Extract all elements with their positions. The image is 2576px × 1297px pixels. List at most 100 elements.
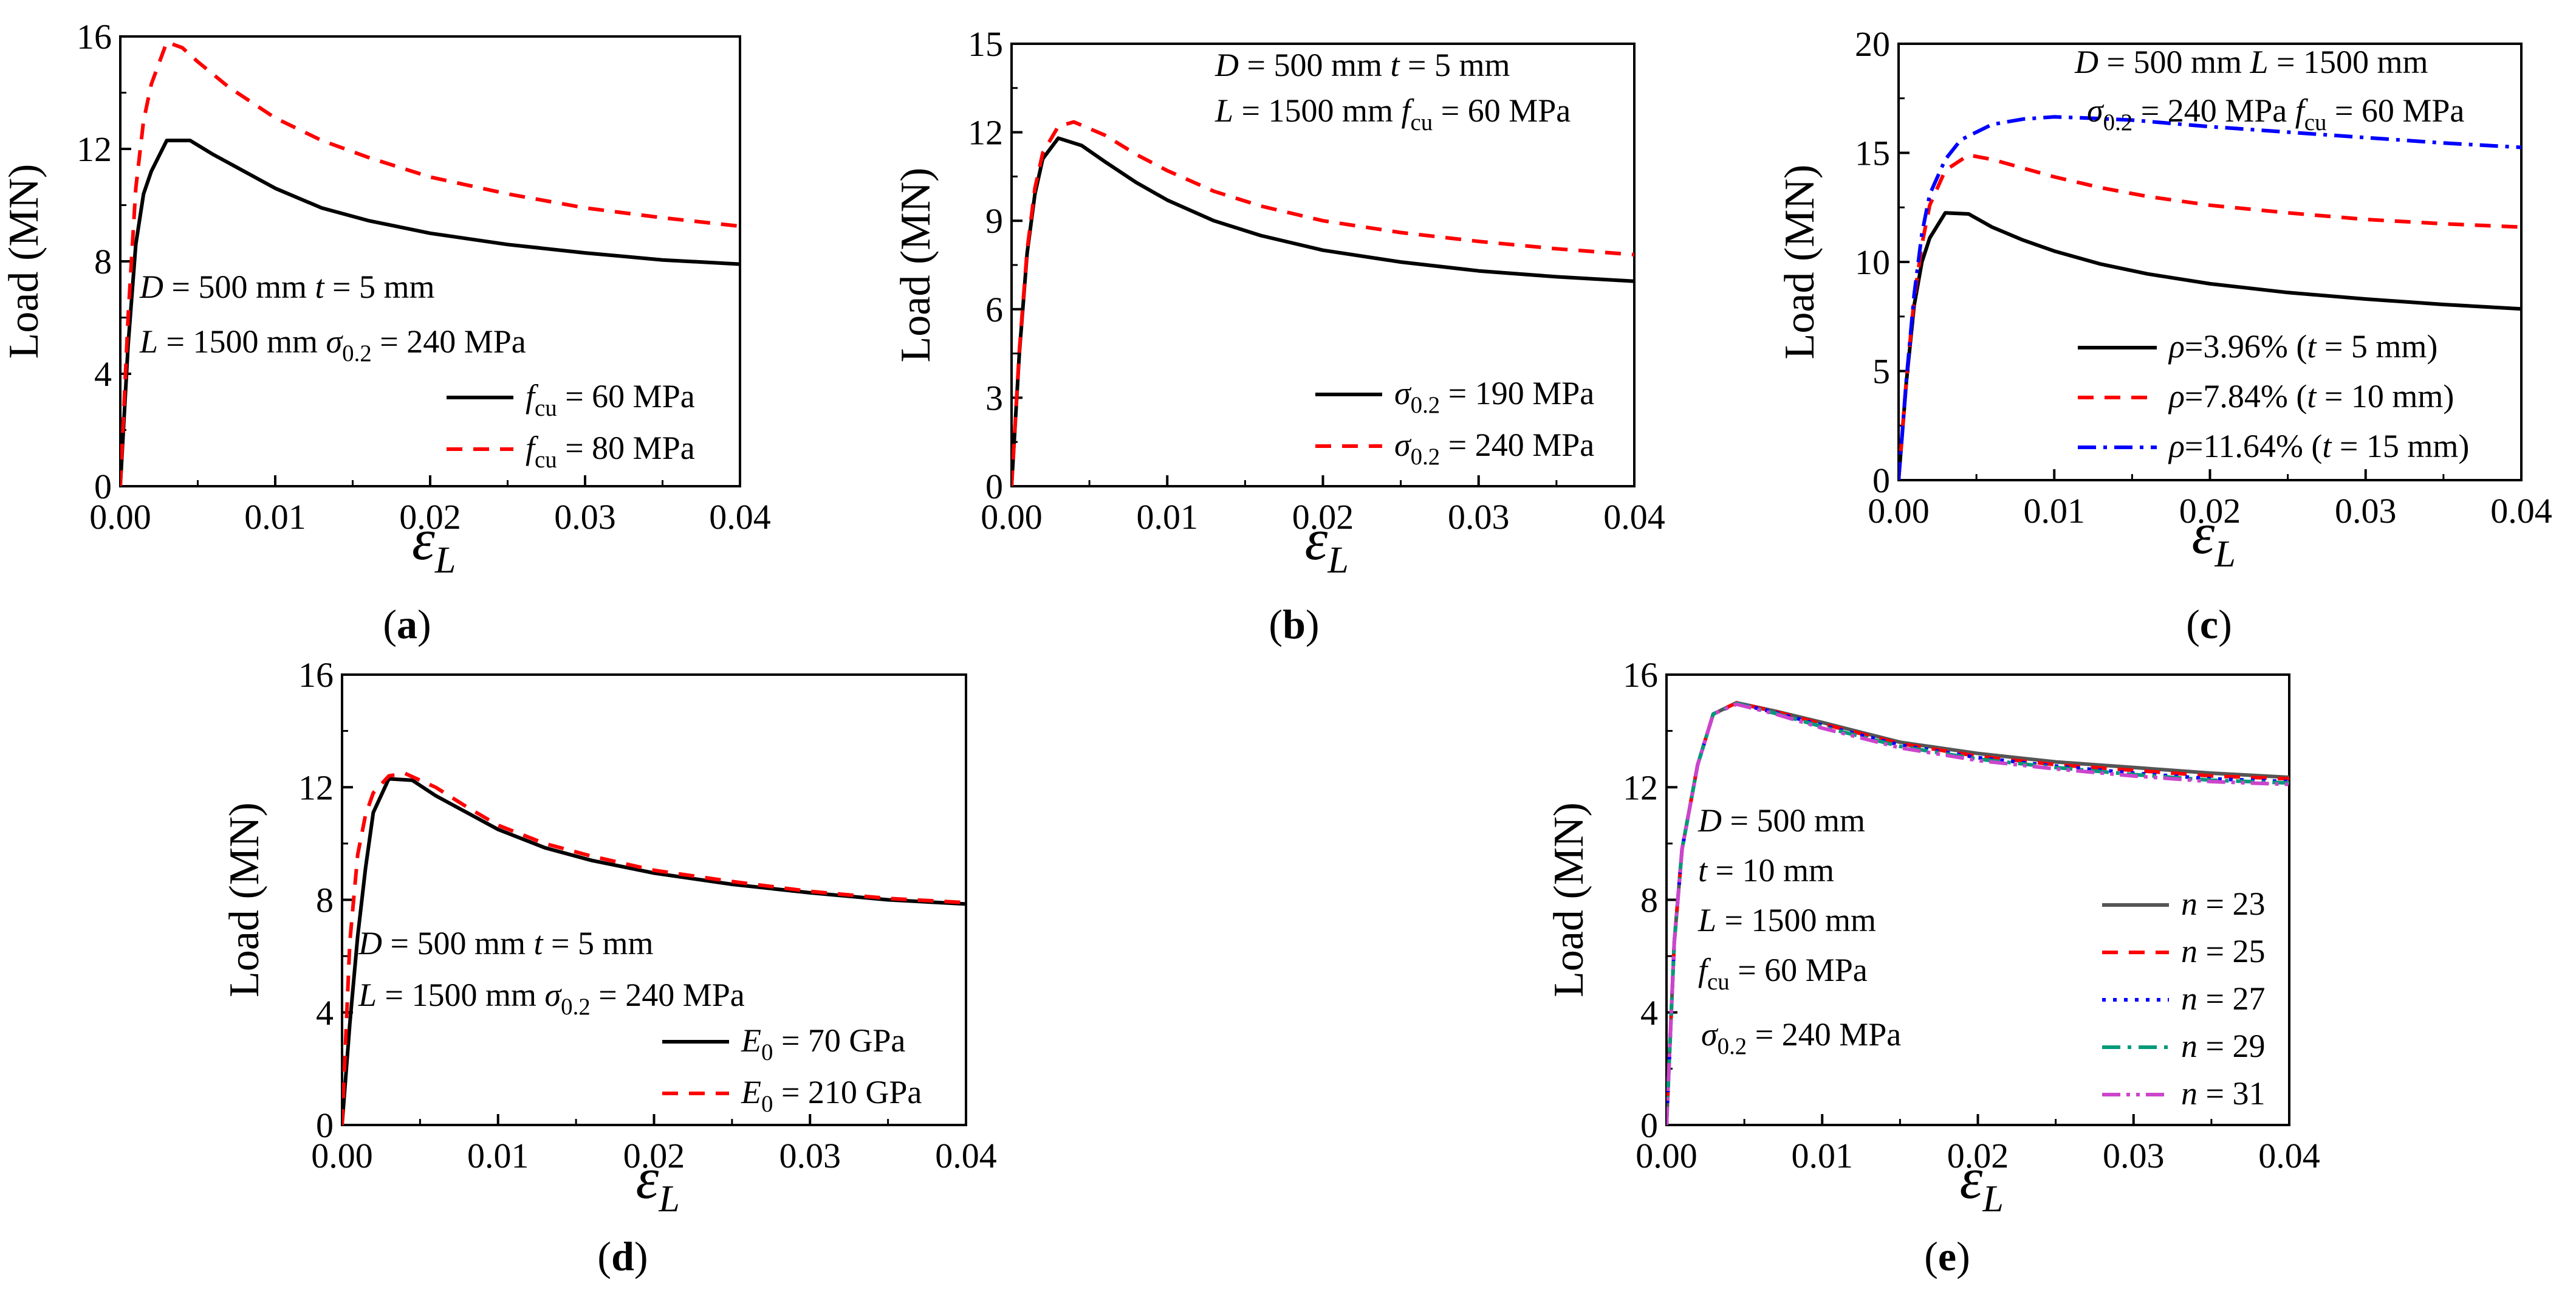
y-tick-label: 0	[316, 1106, 334, 1145]
caption-paren: )	[634, 1233, 648, 1279]
y-tick-label: 0	[1640, 1106, 1658, 1145]
annotation-line-run: D	[2074, 44, 2098, 80]
series-line-1	[1667, 701, 2289, 1125]
annotation-line-run: 0.2	[342, 340, 372, 366]
subfigure-caption: (e)	[1924, 1233, 1970, 1279]
y-tick-label: 5	[1872, 352, 1890, 391]
annotation-line-run: L	[1697, 902, 1716, 938]
annotation-line-run: = 10 mm	[1707, 852, 1834, 889]
x-axis-label-symbol: ε	[636, 1146, 659, 1211]
legend-label: σ0.2 = 190 MPa	[1394, 375, 1594, 418]
series-line-1	[1899, 211, 2521, 480]
legend-label-run: n	[2181, 1028, 2197, 1064]
annotation-line-run: = 240 MPa	[1747, 1016, 1901, 1053]
x-tick-label: 0.00	[1868, 491, 1930, 531]
annotation-line-run: 0.2	[1718, 1033, 1747, 1059]
legend-label-run: σ	[1394, 427, 1412, 463]
annotation-line-run: D	[139, 269, 163, 305]
legend-label: n = 29	[2181, 1028, 2265, 1064]
y-tick-label: 0	[1872, 461, 1890, 500]
plot-frame	[119, 35, 741, 487]
caption-letter: c	[2200, 601, 2218, 647]
legend-label-run: = 190 MPa	[1440, 375, 1594, 411]
x-axis-label: εL	[1960, 1146, 2004, 1220]
y-axis-label: Load (MN)	[1, 164, 47, 359]
legend-label-run: = 5 mm)	[2316, 328, 2437, 365]
x-axis-label-sub: L	[658, 1178, 679, 1220]
x-tick-label: 0.02	[1947, 1136, 2009, 1175]
x-axis-label-symbol: ε	[1960, 1146, 1983, 1211]
annotation-line: t = 10 mm	[1698, 852, 1834, 889]
x-tick-label: 0.01	[2024, 491, 2086, 531]
x-tick-label: 0.00	[981, 497, 1043, 537]
x-tick-label: 0.00	[89, 497, 151, 537]
series-line-2	[1012, 120, 1634, 486]
annotation-line: D = 500 mm L = 1500 mm	[2074, 44, 2428, 80]
annotation-line-run: D	[358, 925, 382, 962]
annotation-line: σ0.2 = 240 MPa fcu = 60 MPa	[2087, 92, 2464, 136]
x-tick-label: 0.01	[244, 497, 306, 537]
x-axis-label: εL	[1305, 507, 1349, 581]
legend-label: n = 27	[2181, 980, 2265, 1017]
legend-label-run: t	[2322, 428, 2332, 464]
subfigure-caption: (d)	[597, 1233, 648, 1279]
subfigure-caption: (b)	[1269, 601, 1319, 647]
legend-label-run: ρ	[2168, 428, 2185, 464]
legend-label-run: E	[741, 1022, 761, 1059]
y-axis-label: Load (MN)	[221, 802, 268, 997]
y-tick-label: 16	[298, 655, 334, 695]
caption-letter: d	[611, 1233, 634, 1279]
y-tick-label: 20	[1855, 24, 1890, 64]
annotation-line-run: = 1500 mm	[158, 323, 326, 360]
annotation-line-run: = 5 mm	[543, 925, 653, 962]
legend-label-run: 0	[761, 1039, 773, 1065]
series-line-2	[342, 771, 966, 1125]
y-tick-label: 10	[1855, 243, 1890, 282]
legend-label-run: = 10 mm)	[2316, 378, 2454, 415]
legend-label-run: t	[2307, 378, 2317, 415]
annotation-line: D = 500 mm t = 5 mm	[358, 925, 653, 962]
legend-label-run: 0	[761, 1091, 773, 1117]
y-tick-label: 15	[1855, 134, 1890, 173]
annotation-line-run: = 240 MPa	[372, 323, 526, 360]
x-tick-label: 0.01	[1137, 497, 1199, 537]
caption-letter: a	[397, 601, 417, 647]
x-axis-label-sub: L	[1327, 540, 1348, 581]
annotation-line-run: t	[1390, 47, 1400, 83]
annotation-line-run: t	[1698, 852, 1708, 889]
legend-label-run: = 23	[2197, 886, 2265, 922]
caption-paren: (	[1924, 1233, 1938, 1279]
legend-label-run: n	[2181, 980, 2197, 1017]
legend-label-run: σ	[1394, 375, 1412, 411]
annotation-line-run: = 60 MPa	[1433, 92, 1571, 129]
legend-label-run: = 80 MPa	[557, 430, 695, 466]
legend-label-run: n	[2181, 1075, 2197, 1112]
legend-label: E0 = 210 GPa	[741, 1074, 922, 1117]
legend-label: fcu = 80 MPa	[526, 430, 695, 473]
legend-label-run: = 70 GPa	[773, 1022, 905, 1059]
legend-label-run: = 60 MPa	[557, 378, 695, 415]
x-tick-label: 0.00	[1636, 1136, 1697, 1175]
x-tick-label: 0.03	[779, 1136, 841, 1175]
annotation-line-run: cu	[1411, 109, 1433, 136]
y-tick-label: 8	[1640, 881, 1658, 920]
legend-label-run: n	[2181, 886, 2197, 922]
y-tick-label: 12	[1623, 768, 1658, 807]
legend-label: n = 31	[2181, 1075, 2265, 1112]
caption-paren: )	[417, 601, 431, 647]
annotation-line-run: = 5 mm	[324, 269, 434, 305]
y-tick-label: 9	[985, 201, 1003, 241]
legend-label-run: ρ	[2168, 378, 2185, 415]
annotation-line-run: = 500 mm	[1722, 802, 1865, 839]
x-tick-label: 0.04	[935, 1136, 997, 1175]
annotation-line-run: σ	[2087, 92, 2105, 129]
caption-paren: )	[1956, 1233, 1970, 1279]
x-tick-label: 0.04	[2490, 491, 2552, 531]
x-axis-label-symbol: ε	[2192, 501, 2215, 566]
legend-label: n = 25	[2181, 933, 2265, 969]
legend-label-run: =11.64% (	[2185, 428, 2322, 464]
x-tick-label: 0.02	[623, 1136, 685, 1175]
